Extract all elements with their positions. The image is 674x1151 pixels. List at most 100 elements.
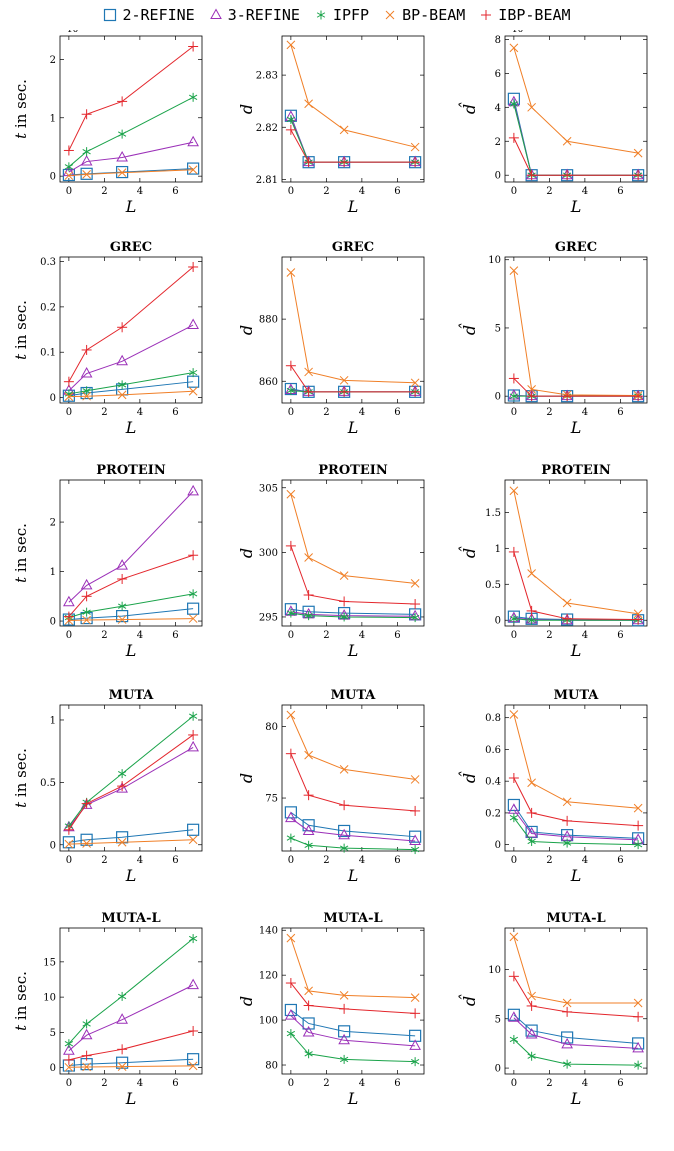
data-point-bp-beam (562, 598, 572, 608)
data-point-ibp-beam (410, 1008, 421, 1019)
y-tick-label: 4 (495, 103, 501, 114)
x-axis-label: L (347, 1089, 359, 1108)
series-line-ibp-beam (68, 1030, 194, 1061)
x-axis-label: L (125, 1089, 137, 1108)
series-line-ipfp (513, 1039, 639, 1066)
y-axis-label: d (237, 325, 256, 335)
x-tick-label: 6 (617, 186, 623, 197)
data-point-ibp-beam (285, 978, 296, 989)
series-line-ibp-beam (290, 753, 416, 812)
data-point-ipfp (82, 386, 91, 396)
panel-title: GREC (555, 240, 597, 255)
y-tick-label: 0 (495, 171, 501, 182)
legend-marker-3-refine (209, 8, 222, 19)
data-point-ipfp (527, 1051, 536, 1061)
data-point-bp-beam (64, 392, 74, 402)
chart-panel-muta-1: MUTA 0 2 4 6 0 0.5 1 Lt in sec. (12, 688, 203, 885)
data-point-ibp-beam (410, 805, 421, 816)
y-tick-label: 0.6 (485, 745, 501, 756)
chart-panel-muta-l-2: MUTA-L 0 2 4 6 80 100 120 140 Ld (237, 911, 425, 1108)
panel-title: PROTEIN (96, 463, 166, 478)
panel-title: MUTA-L (323, 911, 382, 926)
data-point-bp-beam (527, 991, 536, 1001)
data-point-ipfp (562, 1059, 572, 1069)
data-point-ipfp (188, 92, 198, 102)
y-tick-label: 0 (495, 616, 501, 627)
data-point-ibp-beam (63, 376, 74, 387)
plot-frame (59, 927, 203, 1075)
data-point-3-refine (80, 366, 93, 378)
y-tick-label: 100 (259, 1016, 278, 1027)
x-tick-label: 2 (323, 630, 329, 641)
series-line-ibp-beam (513, 976, 639, 1018)
x-tick-label: 4 (359, 186, 365, 197)
x-tick-label: 0 (288, 186, 294, 197)
y-tick-label: 80 (265, 1061, 278, 1072)
data-point-bp-beam (82, 1062, 91, 1072)
data-point-ibp-beam (562, 391, 573, 402)
data-point-2-refine (187, 823, 200, 836)
series-line-bp-beam (513, 490, 639, 615)
y-tick-label: 0 (50, 840, 56, 851)
data-point-ibp-beam (508, 546, 519, 557)
series-line-3-refine (290, 1015, 416, 1047)
data-point-ipfp (509, 813, 519, 823)
x-tick-label: 4 (137, 186, 143, 197)
data-point-bp-beam (527, 778, 536, 788)
data-point-ibp-beam (508, 373, 519, 384)
x-tick-label: 4 (359, 630, 365, 641)
legend-entry-bp-beam: BP-BEAM (383, 6, 465, 24)
x-tick-label: 4 (582, 855, 588, 866)
data-point-ibp-beam (285, 124, 296, 135)
data-point-bp-beam (410, 142, 420, 152)
data-point-bp-beam (304, 750, 313, 760)
data-point-ibp-beam (508, 132, 519, 143)
data-point-3-refine (116, 150, 128, 162)
series-line-3-refine (290, 611, 416, 617)
legend-triangle-icon (209, 8, 222, 19)
y-tick-label: 5 (495, 1014, 501, 1025)
series-line-3-refine (68, 491, 194, 603)
data-point-bp-beam (339, 765, 349, 774)
x-tick-label: 2 (101, 407, 107, 418)
series-line-2-refine (68, 829, 194, 843)
y-tick-label: 2.82 (256, 123, 278, 134)
plot-frame (504, 479, 648, 627)
y-axis-label: d̂ (459, 994, 479, 1006)
series-line-ibp-beam (290, 982, 416, 1014)
data-point-ipfp (509, 391, 519, 401)
series-line-ipfp (290, 119, 416, 163)
chart-panel-muta-l-3: MUTA-L 0 2 4 6 0 5 10 Ld̂ (459, 911, 648, 1108)
x-axis-label: L (347, 866, 359, 885)
data-point-bp-beam (562, 998, 572, 1008)
series-line-2-refine (290, 115, 416, 163)
data-point-3-refine (116, 559, 128, 570)
data-point-ibp-beam (303, 1000, 314, 1011)
data-point-ibp-beam (117, 322, 128, 333)
data-point-ibp-beam (526, 1000, 537, 1011)
y-tick-label: 80 (265, 722, 278, 733)
series-line-3-refine (290, 817, 416, 842)
plot-frame (504, 704, 648, 852)
data-point-ipfp (509, 614, 519, 624)
data-point-3-refine (302, 1025, 315, 1037)
series-line-bp-beam (290, 494, 416, 584)
x-tick-label: 4 (137, 407, 143, 418)
y-tick-label: 860 (259, 377, 278, 388)
legend-asterisk-icon (316, 10, 326, 20)
data-point-2-refine (561, 1031, 574, 1044)
data-point-3-refine (80, 155, 93, 166)
x-tick-label: 4 (137, 1078, 143, 1089)
y-tick-label: 5 (495, 323, 501, 334)
data-point-ibp-beam (562, 170, 573, 181)
series-line-2-refine (513, 804, 639, 839)
panel-title: FP (121, 30, 140, 34)
x-axis-label: L (125, 418, 137, 437)
legend-label-2-refine: 2-REFINE (122, 6, 195, 24)
data-point-bp-beam (286, 40, 296, 50)
data-point-ibp-beam (81, 1050, 92, 1061)
x-axis-label: L (125, 641, 137, 660)
data-point-3-refine (63, 595, 75, 607)
chart-panel-protein-3: PROTEIN 0 2 4 6 0 0.5 1 1.5 Ld̂ (459, 463, 648, 660)
series-line-bp-beam (290, 714, 416, 780)
